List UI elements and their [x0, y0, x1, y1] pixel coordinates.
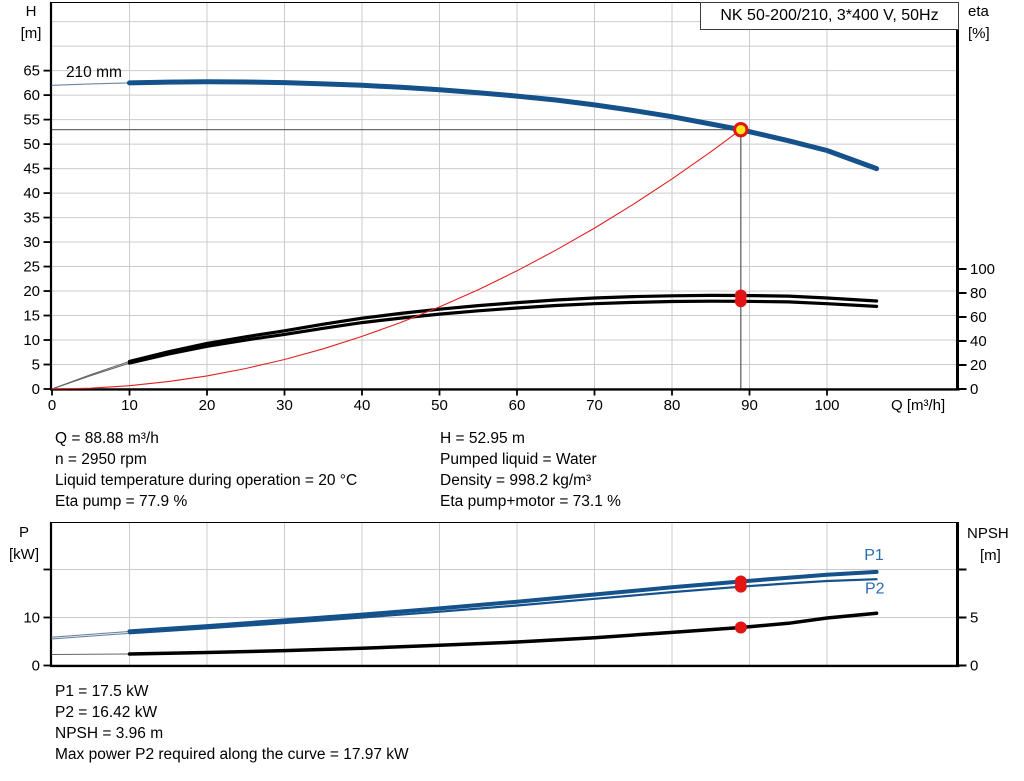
h-tick-label: 50 — [23, 136, 40, 153]
eta-pump-value: Eta pump = 77.9 % — [55, 493, 188, 510]
npsh-axis-title: NPSH — [967, 525, 1009, 542]
eta-pump-motor-duty-dot[interactable] — [734, 295, 747, 308]
npsh-axis-unit: [m] — [980, 547, 1001, 564]
curve-eta-pump — [127, 293, 879, 363]
h-tick-label: 55 — [23, 112, 40, 129]
q-tick-label: 0 — [48, 397, 56, 414]
h-tick-label: 35 — [23, 210, 40, 227]
curve-NPSH — [127, 611, 879, 656]
eta-tick-label: 20 — [970, 357, 987, 374]
hq-chart[interactable]: 0 5 10 15 20 25 30 35 40 45 50 55 60 65 0 20 40 60 80 100 0 1… — [0, 0, 1024, 420]
curve-P2-thin — [51, 632, 131, 640]
eta-tick-label: 0 — [970, 381, 978, 398]
h-tick-label: 40 — [23, 185, 40, 202]
eta-tick-label: 60 — [970, 309, 987, 326]
p-axis-title: P — [19, 524, 29, 541]
curve-system-curve — [51, 129, 742, 390]
impeller-size-label: 210 mm — [66, 64, 122, 81]
liquid-temperature-value: Liquid temperature during operation = 20… — [55, 472, 358, 489]
q-tick-label: 70 — [586, 397, 603, 414]
pump-model-title: NK 50-200/210, 3*400 V, 50Hz — [720, 7, 939, 24]
curve-P1 — [127, 569, 879, 634]
p2-value: P2 = 16.42 kW — [55, 704, 158, 721]
p-npsh-chart[interactable]: 0 10 0 5 P [kW] NPSH [m] P1 P2 — [0, 522, 1024, 682]
eta-tick-label: 80 — [970, 285, 987, 302]
q-tick-label: 50 — [431, 397, 448, 414]
npsh-tick-label: 0 — [970, 658, 978, 675]
npsh-value: NPSH = 3.96 m — [55, 725, 164, 742]
duty-point-marker[interactable] — [733, 121, 749, 138]
h-tick-label: 10 — [23, 332, 40, 349]
h-tick-label: 30 — [23, 234, 40, 251]
q-axis-title: Q [m³/h] — [891, 397, 945, 414]
eta-axis-unit: [%] — [968, 25, 990, 42]
curve-label-p1: P1 — [864, 547, 884, 564]
h-axis-title: H — [26, 3, 37, 20]
q-tick-label: 10 — [121, 397, 138, 414]
pump-model-title-box: NK 50-200/210, 3*400 V, 50Hz — [700, 2, 959, 30]
h-tick-label: 45 — [23, 161, 40, 178]
curve-label-p2: P2 — [865, 580, 885, 597]
h-tick-label: 5 — [32, 357, 40, 374]
eta-tick-label: 40 — [970, 333, 987, 350]
curve-NPSH-thin — [51, 653, 131, 656]
operating-data-left: Q = 88.88 m³/h n = 2950 rpm Liquid tempe… — [55, 428, 357, 512]
h-tick-label: 0 — [32, 381, 40, 398]
h-axis-unit: [m] — [21, 25, 42, 42]
pumped-liquid-value: Pumped liquid = Water — [440, 451, 597, 468]
operating-data-right: H = 52.95 m Pumped liquid = Water Densit… — [440, 428, 621, 512]
curve-P1-thin — [51, 630, 131, 638]
max-power-value: Max power P2 required along the curve = … — [55, 746, 409, 763]
curve-eta-pump-motor — [127, 299, 879, 365]
speed-value: n = 2950 rpm — [55, 451, 147, 468]
eta-axis-title: eta — [968, 3, 990, 20]
q-tick-label: 100 — [814, 397, 839, 414]
density-value: Density = 998.2 kg/m³ — [440, 472, 592, 489]
p-tick-label: 10 — [23, 610, 40, 627]
power-data: P1 = 17.5 kW P2 = 16.42 kW NPSH = 3.96 m… — [55, 681, 409, 765]
eta-pump-motor-value: Eta pump+motor = 73.1 % — [440, 493, 621, 510]
head-value: H = 52.95 m — [440, 430, 525, 447]
curve-head-210mm-thin — [51, 82, 131, 86]
p1-value: P1 = 17.5 kW — [55, 683, 149, 700]
p-axis-unit: [kW] — [9, 546, 39, 563]
p2-duty-dot[interactable] — [734, 580, 747, 593]
q-tick-label: 60 — [509, 397, 526, 414]
eta-tick-label: 100 — [970, 261, 995, 278]
h-tick-label: 60 — [23, 87, 40, 104]
h-tick-label: 65 — [23, 63, 40, 80]
p-tick-label: 0 — [32, 658, 40, 675]
npsh-duty-dot[interactable] — [734, 621, 747, 634]
q-tick-label: 20 — [199, 397, 216, 414]
curve-eta-pump-motor-thin — [51, 362, 131, 390]
h-tick-label: 25 — [23, 259, 40, 276]
q-tick-label: 30 — [276, 397, 293, 414]
q-tick-label: 40 — [354, 397, 371, 414]
curve-P2 — [128, 578, 878, 635]
npsh-tick-label: 5 — [970, 610, 978, 627]
h-tick-label: 15 — [23, 308, 40, 325]
flow-value: Q = 88.88 m³/h — [55, 430, 159, 447]
q-tick-label: 90 — [741, 397, 758, 414]
h-tick-label: 20 — [23, 283, 40, 300]
q-tick-label: 80 — [664, 397, 681, 414]
